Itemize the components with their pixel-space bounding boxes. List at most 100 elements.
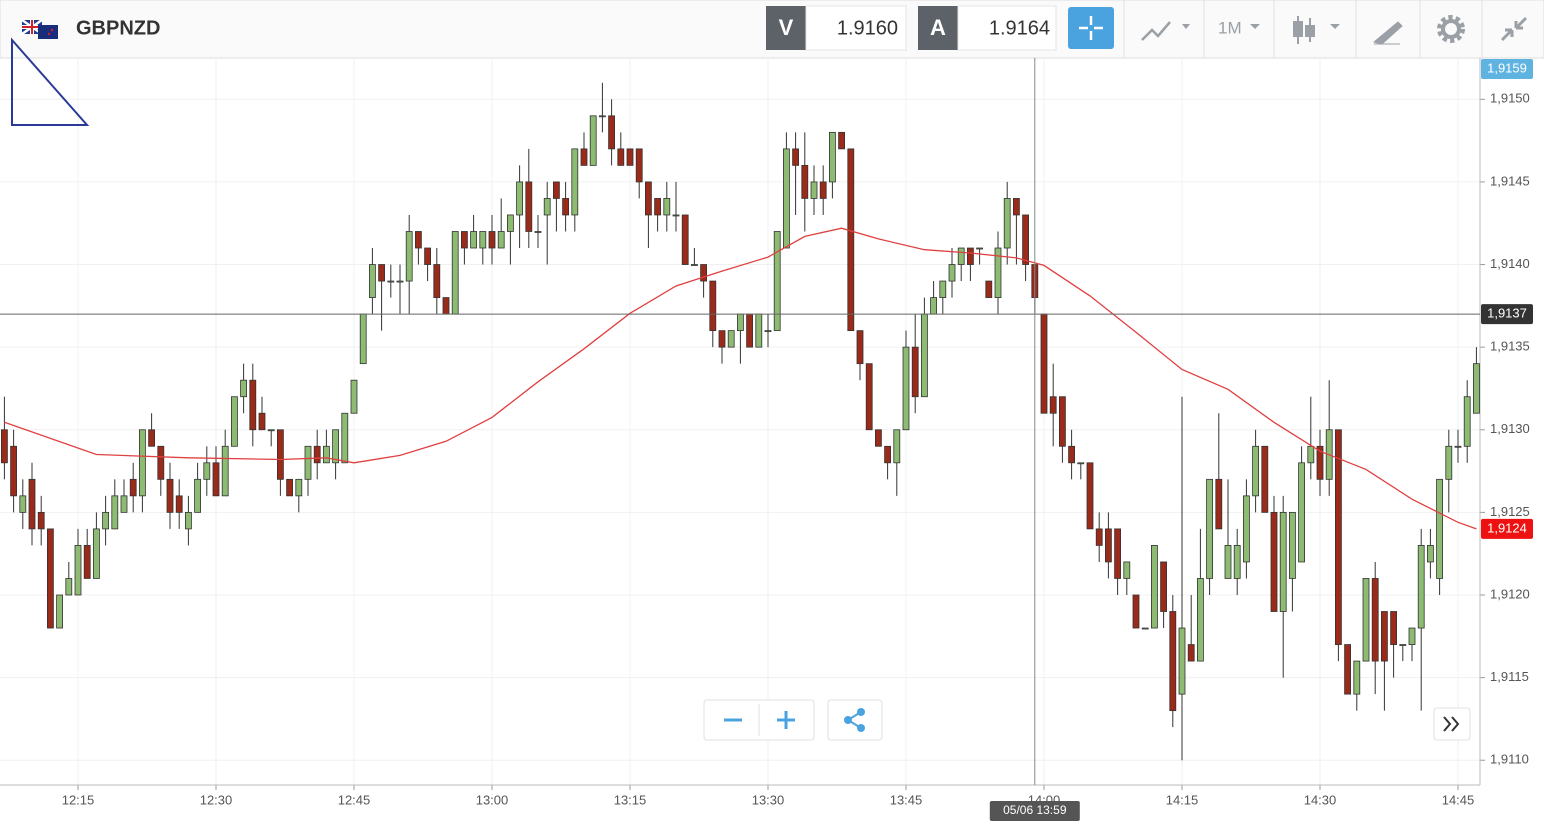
candle-body [691, 264, 698, 266]
candle-body [249, 379, 257, 431]
candle-body [654, 198, 661, 216]
candle-body [737, 313, 744, 332]
x-tick-label: 13:15 [614, 792, 647, 807]
candle-body [405, 231, 413, 282]
crosshair-time-label: 05/06 13:59 [1003, 803, 1067, 817]
candle-body [212, 462, 220, 497]
ask-label: A [930, 15, 946, 40]
candle-body [28, 478, 36, 530]
candle-body [884, 445, 891, 464]
candle-body [1095, 528, 1103, 546]
candle-body [599, 115, 606, 118]
y-tick-label: 1,9145 [1490, 173, 1530, 188]
candle-body [764, 330, 772, 333]
candle-body [1243, 495, 1250, 563]
x-tick-label: 14:15 [1166, 792, 1199, 807]
candle-body [801, 164, 809, 199]
candle-body [1390, 611, 1397, 645]
candle-body [37, 511, 45, 530]
timeframe-button[interactable]: 1M [1218, 18, 1242, 37]
x-tick-label: 13:30 [752, 792, 785, 807]
plot-area: 1,9159 12:15 12:30 12:45 13:00 13:15 13:30 13:4… [0, 58, 1533, 821]
bid-button[interactable] [766, 6, 806, 50]
candle-body [994, 247, 1002, 298]
ask-box [957, 5, 1057, 51]
candle-body [1086, 462, 1094, 530]
candle-body [1141, 627, 1149, 630]
bid-label: V [779, 15, 794, 40]
y-tick-label: 1,9125 [1490, 504, 1530, 519]
chart-type-button[interactable] [1141, 21, 1190, 41]
share-box [827, 699, 883, 741]
candle-body [1049, 396, 1057, 414]
candle-body [626, 148, 634, 166]
settings-button[interactable] [1437, 15, 1465, 43]
candle-body [1151, 545, 1158, 629]
ask-button[interactable] [918, 6, 958, 50]
candle-body [460, 231, 468, 249]
candle-body [1371, 578, 1379, 662]
candle-body [893, 429, 901, 464]
candle-body [47, 528, 54, 629]
candles-button[interactable] [1293, 16, 1340, 44]
candle-body [1169, 611, 1177, 712]
candle-body [1261, 445, 1269, 513]
candle-body [746, 313, 753, 348]
ask-price: 1.9164 [989, 17, 1050, 39]
candle-body [1353, 660, 1361, 695]
candle-body [175, 495, 183, 513]
candle-body [442, 297, 450, 315]
y-tick-label: 1,9120 [1490, 586, 1530, 601]
candle-body [957, 247, 965, 265]
flag [21, 18, 58, 39]
candle-body [1298, 462, 1305, 563]
share-button[interactable] [844, 708, 865, 732]
candle-body [700, 264, 707, 282]
bid-box [805, 5, 907, 51]
scroll-right[interactable] [1443, 716, 1460, 732]
candle-body [424, 247, 432, 265]
candle-body [810, 181, 818, 199]
x-tick-label: 13:45 [890, 792, 923, 807]
candle-body [1215, 478, 1223, 530]
candle-body [1040, 313, 1048, 414]
candle-body [645, 181, 652, 216]
candle-body [1187, 644, 1195, 662]
candle-body [479, 231, 487, 249]
draw-button[interactable] [1372, 21, 1403, 45]
candle-body [1427, 545, 1434, 563]
minimize-button[interactable] [1500, 16, 1528, 42]
candle-body [1059, 396, 1066, 447]
candle-body [138, 429, 146, 497]
candle-body [368, 264, 376, 298]
y-tick-label: 1,9135 [1490, 339, 1530, 354]
candle-body [506, 214, 514, 232]
candle-body [1022, 214, 1029, 265]
candle-body [976, 247, 983, 250]
zoom-controls [703, 699, 1471, 741]
candle-body [1445, 445, 1453, 480]
crosshair-button[interactable] [1068, 7, 1114, 49]
candle-body [525, 181, 533, 232]
candle-body [681, 214, 689, 265]
candle-body [635, 148, 643, 183]
x-tick-label: 14:30 [1304, 792, 1337, 807]
crosshair-time-tag [989, 801, 1080, 821]
candle-body [1252, 445, 1259, 497]
y-tick-label: 1,9115 [1490, 669, 1529, 684]
y-tick-label: 1,9110 [1490, 752, 1529, 767]
candle-body [433, 264, 441, 298]
candle-body [985, 280, 993, 298]
candle-body [341, 412, 349, 464]
candle-body [276, 429, 284, 480]
candle-body [921, 313, 928, 398]
candle-body [194, 478, 202, 513]
candle-body [111, 495, 119, 530]
candle-body [755, 313, 763, 348]
zoom-in[interactable] [777, 711, 795, 729]
candle-body [1003, 198, 1011, 249]
candle-body [1417, 545, 1425, 629]
candle-body [157, 445, 165, 480]
